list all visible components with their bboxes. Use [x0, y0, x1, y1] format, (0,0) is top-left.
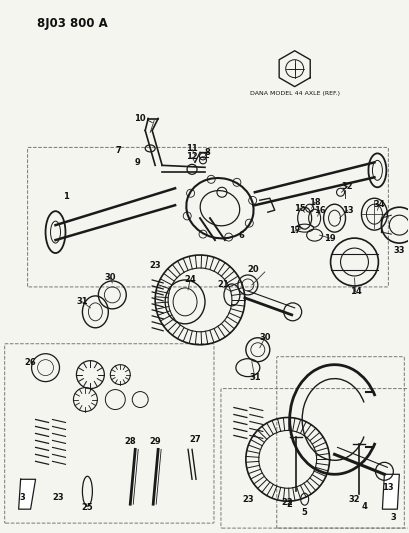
- Text: 30: 30: [259, 333, 270, 342]
- Text: 26: 26: [25, 358, 36, 367]
- Text: 23: 23: [242, 495, 254, 504]
- Text: 31: 31: [76, 297, 88, 306]
- Text: 6: 6: [239, 231, 245, 240]
- Text: 13: 13: [382, 483, 393, 492]
- Text: 13: 13: [342, 206, 353, 215]
- Text: 19: 19: [324, 233, 335, 243]
- Polygon shape: [19, 479, 36, 509]
- Text: 5: 5: [302, 507, 308, 516]
- Text: 30: 30: [105, 273, 116, 282]
- Polygon shape: [382, 474, 399, 509]
- Text: 27: 27: [189, 435, 201, 444]
- Text: 29: 29: [149, 437, 161, 446]
- Text: 18: 18: [309, 198, 320, 207]
- Text: 12: 12: [186, 152, 198, 161]
- Text: 9: 9: [134, 158, 140, 167]
- Text: 21: 21: [217, 280, 229, 289]
- Text: 32: 32: [342, 182, 353, 191]
- Text: 23: 23: [149, 261, 161, 270]
- Text: 28: 28: [124, 437, 136, 446]
- Text: 1: 1: [63, 192, 68, 201]
- Text: 24: 24: [184, 276, 196, 285]
- Text: 17: 17: [289, 225, 301, 235]
- Text: 8: 8: [204, 148, 210, 157]
- Text: 14: 14: [350, 287, 362, 296]
- Text: 2: 2: [287, 500, 293, 508]
- Text: 15: 15: [294, 204, 306, 213]
- Text: 25: 25: [81, 503, 93, 512]
- Text: DANA MODEL 44 AXLE (REF.): DANA MODEL 44 AXLE (REF.): [249, 91, 340, 96]
- Text: 3: 3: [391, 513, 396, 522]
- Text: 7: 7: [115, 146, 121, 155]
- Text: 34: 34: [373, 200, 385, 209]
- Text: 23: 23: [53, 492, 64, 502]
- Text: 8J03 800 A: 8J03 800 A: [36, 17, 107, 30]
- Text: 33: 33: [393, 246, 405, 255]
- Text: 16: 16: [314, 206, 326, 215]
- Text: 20: 20: [247, 265, 258, 274]
- Text: 31: 31: [249, 373, 261, 382]
- Text: 3: 3: [20, 492, 25, 502]
- Text: 32: 32: [349, 495, 360, 504]
- Text: 11: 11: [186, 144, 198, 153]
- Text: 4: 4: [362, 502, 367, 511]
- Text: 22: 22: [282, 498, 294, 507]
- Text: 10: 10: [135, 114, 146, 123]
